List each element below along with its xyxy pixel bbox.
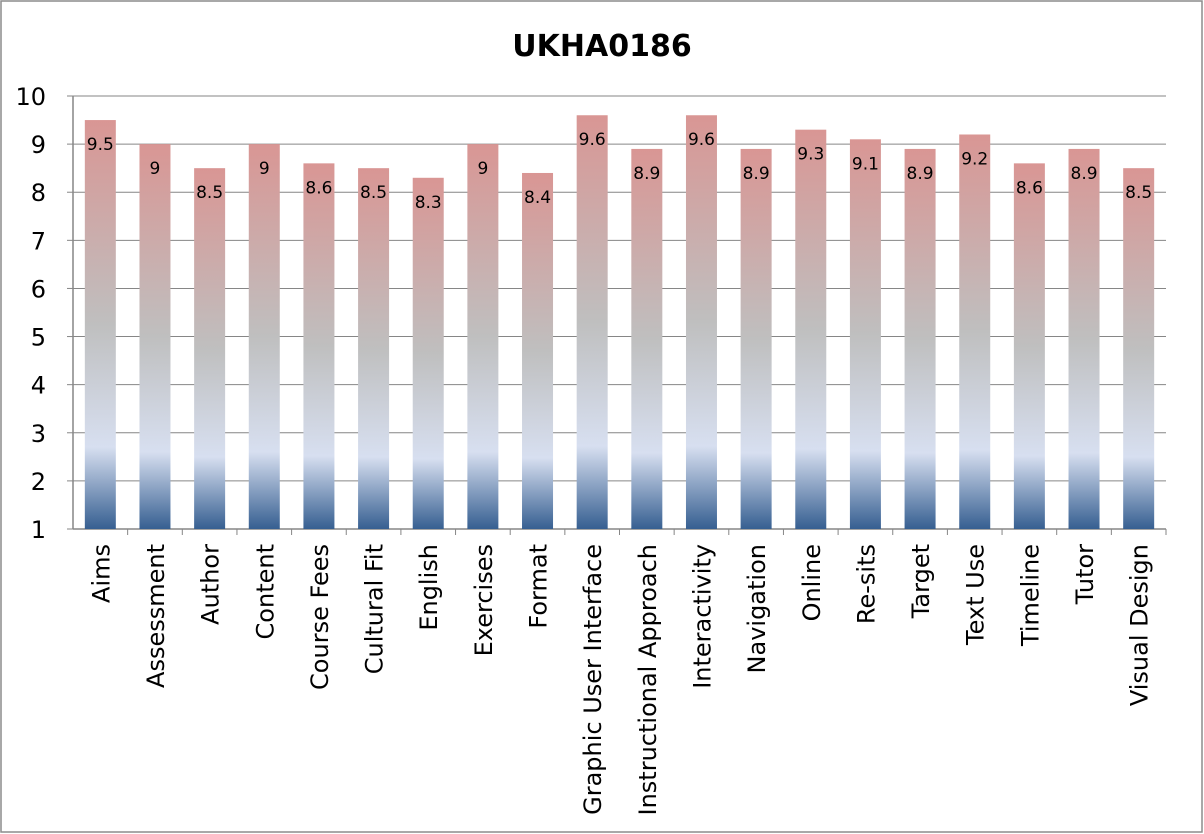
x-tick-label: Interactivity: [688, 544, 716, 689]
data-label: 9.6: [688, 130, 715, 150]
bar: [522, 172, 554, 529]
x-tick-label: Format: [525, 544, 553, 629]
x-tick-label: Assessment: [142, 544, 170, 688]
bar: [248, 144, 280, 529]
x-tick-label: Content: [251, 544, 279, 639]
data-label: 9: [150, 159, 161, 179]
bar: [139, 144, 171, 529]
bar: [1013, 163, 1045, 529]
y-tick-label: 1: [31, 516, 46, 544]
bar: [194, 168, 226, 529]
x-tick-label: Online: [798, 544, 826, 621]
data-label: 8.9: [1071, 164, 1098, 184]
data-label: 8.5: [360, 183, 387, 203]
bar: [358, 168, 390, 529]
bar: [904, 148, 936, 529]
data-label: 9.6: [579, 130, 606, 150]
chart-title: UKHA0186: [512, 29, 691, 64]
x-tick-label: Timeline: [1016, 544, 1044, 647]
data-label: 9.1: [852, 154, 879, 174]
x-tick-label: English: [415, 544, 443, 631]
x-tick-label: Cultural Fit: [361, 544, 389, 674]
x-tick-label: Re-sits: [852, 544, 880, 624]
bar: [740, 148, 772, 529]
bar: [849, 139, 881, 530]
x-tick-label: Course Fees: [306, 544, 334, 690]
x-tick-label: Exercises: [470, 544, 498, 656]
y-tick-label: 8: [31, 179, 46, 207]
x-tick-label: Author: [197, 544, 225, 625]
data-label: 8.9: [633, 164, 660, 184]
bar: [1123, 168, 1155, 529]
bar: [303, 163, 335, 529]
y-tick-label: 3: [31, 420, 46, 448]
y-tick-label: 6: [31, 275, 46, 303]
y-tick-label: 4: [31, 372, 46, 400]
data-label: 8.9: [907, 164, 934, 184]
y-tick-label: 5: [31, 324, 46, 352]
data-label: 8.9: [743, 164, 770, 184]
data-label: 9.3: [797, 145, 824, 165]
x-tick-label: Aims: [87, 544, 115, 603]
x-tick-label: Tutor: [1071, 544, 1099, 605]
data-label: 8.6: [305, 178, 332, 198]
data-label: 9.2: [961, 149, 988, 169]
x-tick-label: Instructional Approach: [634, 544, 662, 815]
bar: [959, 134, 991, 529]
bar: [576, 115, 608, 529]
data-label: 8.3: [415, 193, 442, 213]
data-label: 8.4: [524, 188, 551, 208]
x-tick-label: Target: [907, 544, 935, 619]
bar: [84, 120, 116, 530]
data-label: 8.5: [196, 183, 223, 203]
data-label: 9.5: [87, 135, 114, 155]
bar: [685, 115, 717, 529]
data-label: 8.5: [1125, 183, 1152, 203]
x-tick-label: Graphic User Interface: [579, 544, 607, 815]
x-tick-label: Navigation: [743, 544, 771, 673]
x-tick-label: Text Use: [962, 544, 990, 646]
bar: [795, 129, 827, 529]
bar: [467, 144, 499, 529]
bar: [1068, 148, 1100, 529]
data-label: 8.6: [1016, 178, 1043, 198]
y-tick-label: 2: [31, 468, 46, 496]
y-tick-label: 7: [31, 227, 46, 255]
bar: [631, 148, 663, 529]
bar: [412, 177, 444, 530]
data-label: 9: [477, 159, 488, 179]
x-tick-label: Visual Design: [1126, 544, 1154, 706]
data-label: 9: [259, 159, 270, 179]
y-tick-label: 10: [15, 83, 46, 111]
y-tick-label: 9: [31, 131, 46, 159]
